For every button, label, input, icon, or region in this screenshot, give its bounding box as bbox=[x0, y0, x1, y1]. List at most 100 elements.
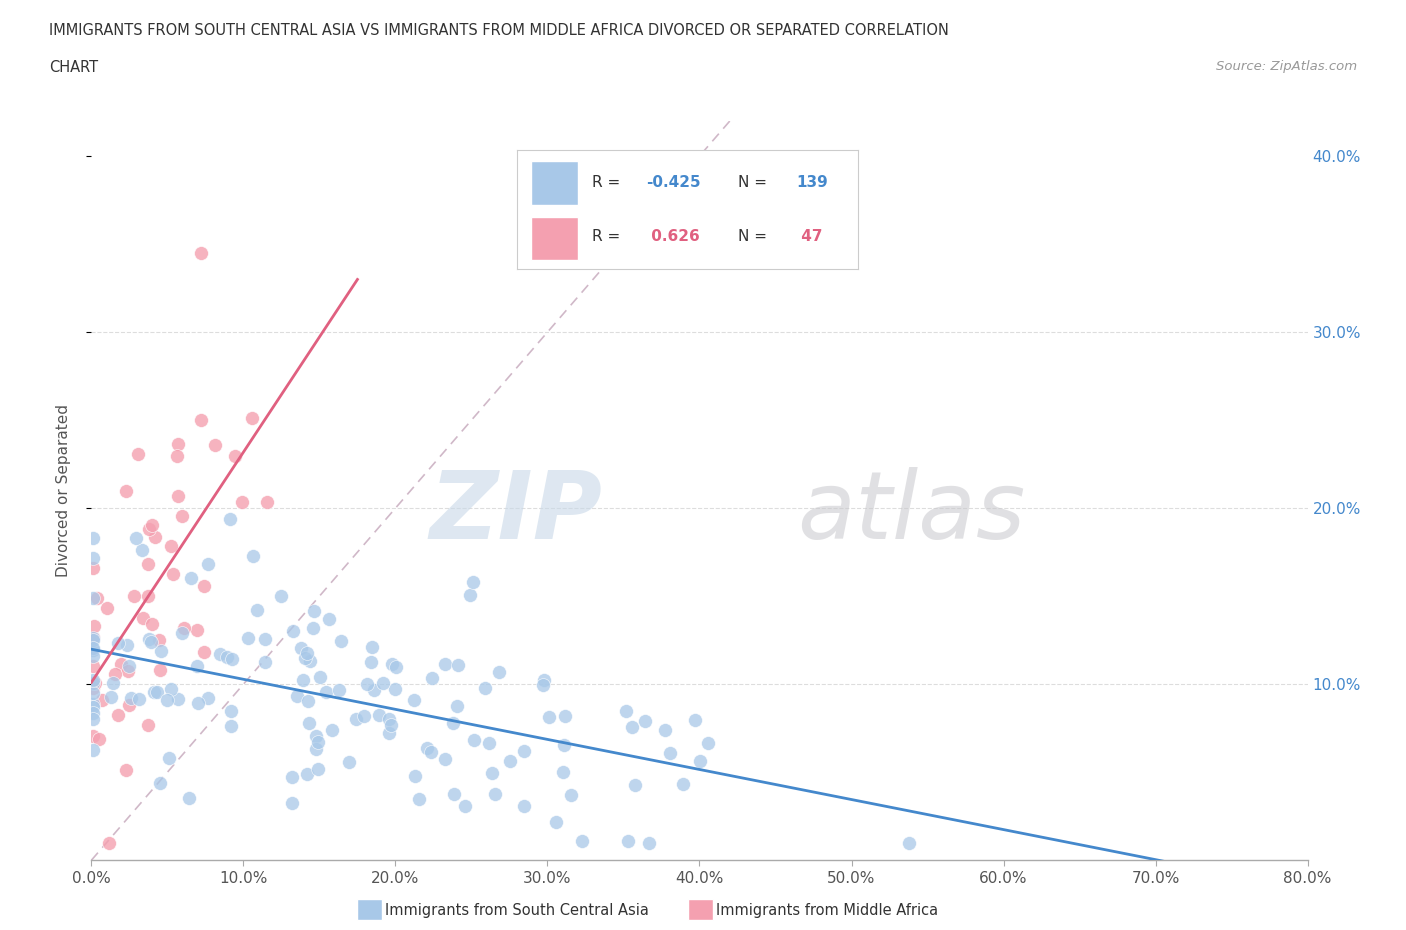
Point bbox=[280, 796, 302, 811]
Point bbox=[533, 673, 555, 688]
Point bbox=[441, 715, 464, 730]
Point bbox=[82, 658, 104, 673]
Point bbox=[499, 753, 522, 768]
Point bbox=[82, 648, 104, 663]
Point bbox=[82, 672, 104, 687]
Point bbox=[82, 530, 104, 545]
Point bbox=[138, 522, 160, 537]
Point bbox=[143, 530, 166, 545]
Point bbox=[621, 720, 644, 735]
Point bbox=[353, 708, 375, 723]
Point bbox=[689, 753, 711, 768]
Point bbox=[82, 631, 104, 645]
Point bbox=[224, 448, 246, 463]
Point bbox=[215, 650, 238, 665]
Point bbox=[127, 446, 149, 461]
Point bbox=[160, 682, 183, 697]
Point bbox=[128, 692, 150, 707]
Point bbox=[103, 675, 125, 690]
Point bbox=[363, 683, 385, 698]
Point bbox=[157, 751, 180, 765]
Point bbox=[654, 722, 676, 737]
Point bbox=[84, 676, 107, 691]
Point bbox=[82, 641, 104, 656]
Point bbox=[443, 787, 465, 802]
Point bbox=[544, 815, 567, 830]
Point bbox=[141, 518, 163, 533]
Point bbox=[416, 740, 439, 755]
Point bbox=[378, 711, 401, 726]
Point bbox=[305, 742, 328, 757]
Point bbox=[898, 835, 921, 850]
Point bbox=[82, 591, 104, 605]
Point bbox=[197, 691, 219, 706]
Point bbox=[315, 685, 337, 700]
Point bbox=[82, 551, 104, 565]
Point bbox=[360, 654, 382, 669]
Point bbox=[368, 708, 391, 723]
Point bbox=[297, 645, 319, 660]
Point bbox=[190, 413, 212, 428]
Text: IMMIGRANTS FROM SOUTH CENTRAL ASIA VS IMMIGRANTS FROM MIDDLE AFRICA DIVORCED OR : IMMIGRANTS FROM SOUTH CENTRAL ASIA VS IM… bbox=[49, 23, 949, 38]
Point bbox=[125, 530, 148, 545]
Point bbox=[149, 644, 172, 658]
Point bbox=[186, 623, 208, 638]
Point bbox=[82, 697, 104, 711]
Point bbox=[420, 671, 443, 686]
Text: CHART: CHART bbox=[49, 60, 98, 75]
Point bbox=[384, 659, 406, 674]
Point bbox=[91, 692, 114, 707]
Point bbox=[187, 696, 209, 711]
Point bbox=[180, 571, 202, 586]
Point bbox=[305, 729, 328, 744]
Point bbox=[344, 711, 367, 726]
Point bbox=[254, 655, 277, 670]
Point bbox=[321, 723, 343, 737]
Point bbox=[285, 689, 308, 704]
Point bbox=[683, 713, 706, 728]
Point bbox=[371, 676, 394, 691]
Point bbox=[236, 631, 259, 645]
Point bbox=[117, 638, 139, 653]
Point bbox=[141, 617, 163, 631]
Point bbox=[463, 732, 485, 747]
Point bbox=[553, 737, 575, 752]
Point bbox=[291, 673, 314, 688]
Point bbox=[458, 588, 481, 603]
Point bbox=[82, 681, 104, 696]
Point bbox=[434, 752, 457, 767]
Point bbox=[297, 693, 319, 708]
Point bbox=[148, 632, 170, 647]
Point bbox=[107, 708, 129, 723]
Point bbox=[318, 612, 340, 627]
Point bbox=[433, 657, 456, 671]
Point bbox=[173, 620, 195, 635]
Point bbox=[219, 718, 242, 733]
Point bbox=[446, 698, 468, 713]
Point bbox=[149, 662, 172, 677]
Point bbox=[384, 681, 406, 696]
Point bbox=[380, 717, 402, 732]
Point bbox=[512, 743, 534, 758]
Y-axis label: Divorced or Separated: Divorced or Separated bbox=[56, 404, 70, 578]
Text: Immigrants from South Central Asia: Immigrants from South Central Asia bbox=[385, 903, 650, 918]
Point bbox=[447, 658, 470, 672]
Point bbox=[166, 448, 188, 463]
Point bbox=[242, 549, 264, 564]
Point bbox=[328, 683, 350, 698]
Point bbox=[638, 835, 661, 850]
Point bbox=[193, 644, 215, 659]
Point bbox=[614, 704, 637, 719]
Point bbox=[167, 489, 190, 504]
Point bbox=[117, 663, 139, 678]
Point bbox=[136, 556, 159, 571]
Point bbox=[87, 732, 110, 747]
Text: Source: ZipAtlas.com: Source: ZipAtlas.com bbox=[1216, 60, 1357, 73]
Point bbox=[402, 693, 425, 708]
Point bbox=[138, 631, 160, 646]
Point bbox=[190, 246, 212, 260]
Point bbox=[120, 691, 142, 706]
Point bbox=[571, 833, 593, 848]
Point bbox=[136, 589, 159, 604]
Point bbox=[136, 718, 159, 733]
